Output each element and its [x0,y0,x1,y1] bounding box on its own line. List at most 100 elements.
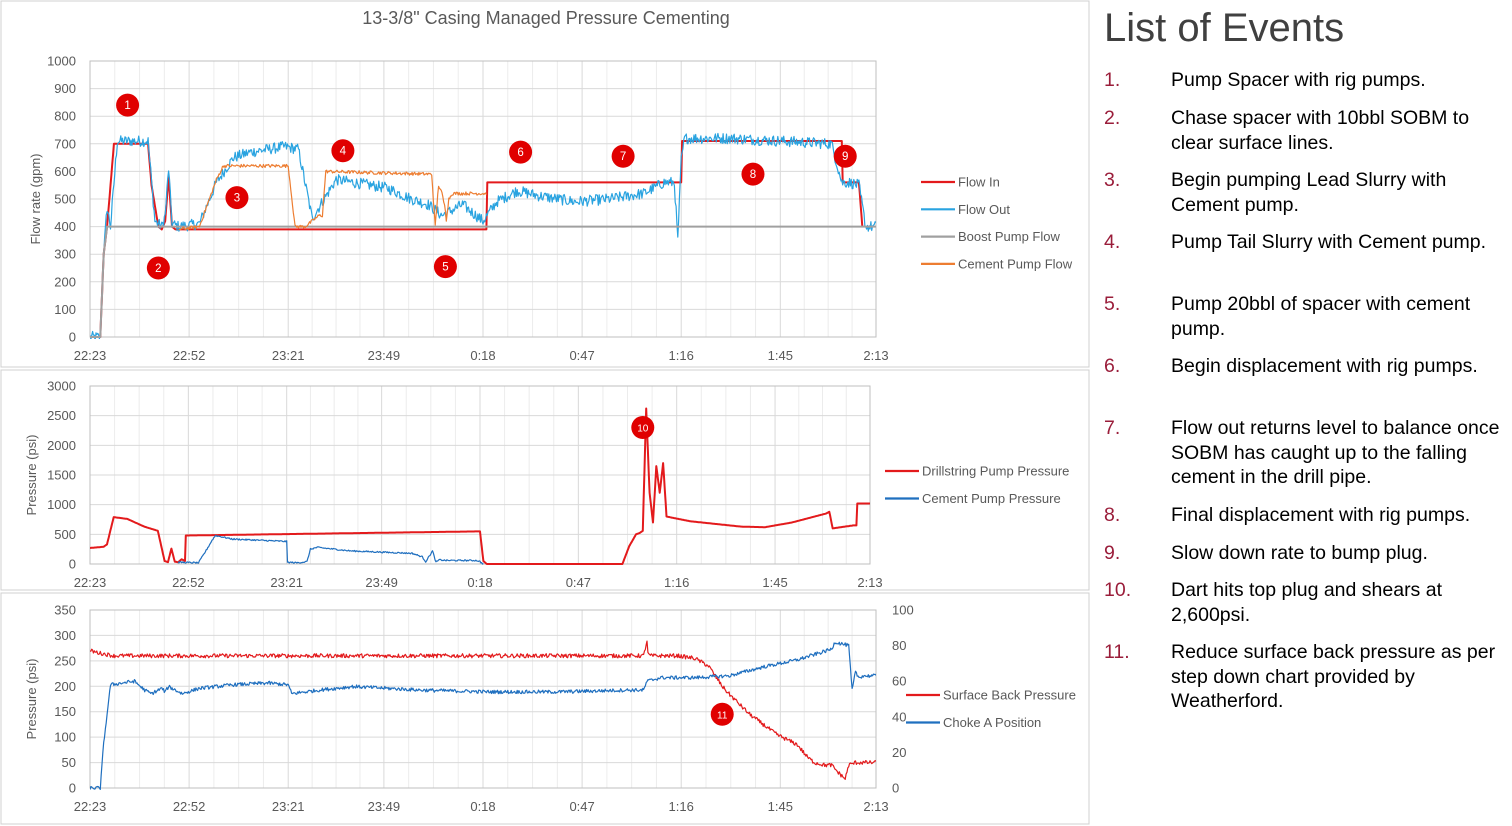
y-tick-label: 300 [54,247,76,262]
event-text: Chase spacer with 10bbl SOBM to clear su… [1171,107,1470,154]
x-tick-label: 23:49 [365,575,398,590]
legend-label: Drillstring Pump Pressure [922,464,1069,479]
x-tick-label: 22:23 [74,575,107,590]
y2-tick-label: 0 [892,781,899,796]
events-panel: List of Events 1. Pump Spacer with rig pu… [1104,0,1508,826]
series-group [90,132,876,339]
y-axis-label: Flow rate (gpm) [28,153,43,244]
series-group [90,407,870,565]
series-line-flow-in [90,140,864,338]
y-tick-label: 900 [54,81,76,96]
series-line-cement-pump-pressure [177,534,484,565]
event-marker: 2 [146,256,170,280]
event-text: Pump 20bbl of spacer with cement pump. [1171,293,1471,340]
x-tick-label: 22:52 [172,575,205,590]
series-group [90,640,876,790]
legend-label: Surface Back Pressure [943,688,1076,703]
event-marker: 1 [116,93,140,117]
event-number: 8. [1104,504,1121,526]
event-text: Slow down rate to bump plug. [1171,542,1428,564]
x-tick-label: 0:18 [470,799,495,814]
y-tick-label: 1500 [47,468,76,483]
event-marker: 3 [225,186,249,210]
x-tick-label: 1:45 [768,799,793,814]
series-line-flow-out [90,132,876,339]
y-tick-label: 300 [54,628,76,643]
event-marker: 9 [833,144,857,168]
event-number: 6. [1104,355,1121,377]
y2-tick-label: 100 [892,603,914,618]
x-tick-label: 2:13 [863,799,888,814]
y-axis-label: Pressure (psi) [24,435,39,516]
x-tick-label: 0:47 [569,348,594,363]
y-tick-label: 500 [54,527,76,542]
event-marker-dot [433,255,457,279]
y-tick-label: 700 [54,136,76,151]
event-marker-dot [509,140,533,164]
event-number: 10. [1104,579,1132,601]
event-number: 9. [1104,542,1121,564]
x-tick-label: 0:18 [470,348,495,363]
event-number: 5. [1104,293,1121,315]
x-tick-label: 2:13 [857,575,882,590]
x-tick-label: 23:21 [270,575,303,590]
event-number: 3. [1104,169,1121,191]
x-tick-label: 23:49 [368,799,401,814]
event-number: 1. [1104,69,1121,91]
event-text: Flow out returns level to balance once S… [1171,417,1500,488]
event-marker: 10 [631,416,655,440]
event-marker-dot [611,144,635,168]
x-tick-label: 1:16 [669,799,694,814]
y-tick-label: 3000 [47,379,76,394]
legend-label: Boost Pump Flow [958,229,1060,244]
x-tick-label: 22:52 [173,348,206,363]
event-marker-dot [331,139,355,163]
x-tick-label: 2:13 [863,348,888,363]
x-tick-label: 23:49 [368,348,401,363]
event-marker-dot [146,256,170,280]
y-tick-label: 2000 [47,438,76,453]
event-marker: 5 [433,255,457,279]
y-tick-label: 400 [54,219,76,234]
charts-area: 13-3/8" Casing Managed Pressure Cementin… [0,0,1090,825]
legend-label: Choke A Position [943,715,1041,730]
y-tick-label: 600 [54,164,76,179]
event-marker-label: 5 [442,262,448,274]
event-marker-label: 1 [124,100,130,112]
event-marker: 4 [331,139,355,163]
x-tick-label: 1:45 [768,348,793,363]
event-text: Reduce surface back pressure as per step… [1171,641,1496,712]
event-text: Pump Tail Slurry with Cement pump. [1171,231,1487,253]
event-number: 4. [1104,231,1121,253]
event-marker-dot [631,416,655,440]
y-tick-label: 1000 [47,54,76,69]
y-tick-label: 100 [54,730,76,745]
event-text: Final displacement with rig pumps. [1171,504,1471,526]
event-marker-label: 3 [234,193,240,205]
x-tick-label: 0:47 [569,799,594,814]
x-tick-label: 0:47 [566,575,591,590]
y-tick-label: 150 [54,704,76,719]
event-text: Dart hits top plug and shears at 2,600ps… [1171,579,1442,626]
x-tick-label: 22:23 [74,799,107,814]
y2-tick-label: 20 [892,745,906,760]
y-tick-label: 200 [54,679,76,694]
legend-label: Flow In [958,175,1000,190]
y2-tick-label: 80 [892,638,906,653]
event-marker-label: 6 [517,147,523,159]
event-marker-dot [833,144,857,168]
pump-pressure-chart: 0 500 1000 1500 2000 2500 3000 22:23 22:52 23:21 2… [24,379,1069,591]
x-tick-label: 22:23 [74,348,107,363]
event-marker-dot [741,162,765,186]
x-tick-label: 1:45 [762,575,787,590]
event-number: 2. [1104,107,1121,129]
y-tick-label: 200 [54,274,76,289]
x-tick-label: 1:16 [664,575,689,590]
x-tick-label: 23:21 [272,799,305,814]
event-marker-label: 2 [155,263,161,275]
event-marker-label: 9 [842,151,848,163]
event-marker: 8 [741,162,765,186]
x-tick-label: 1:16 [669,348,694,363]
plot-area [89,385,871,565]
chart-frame-sbp [0,592,1090,825]
